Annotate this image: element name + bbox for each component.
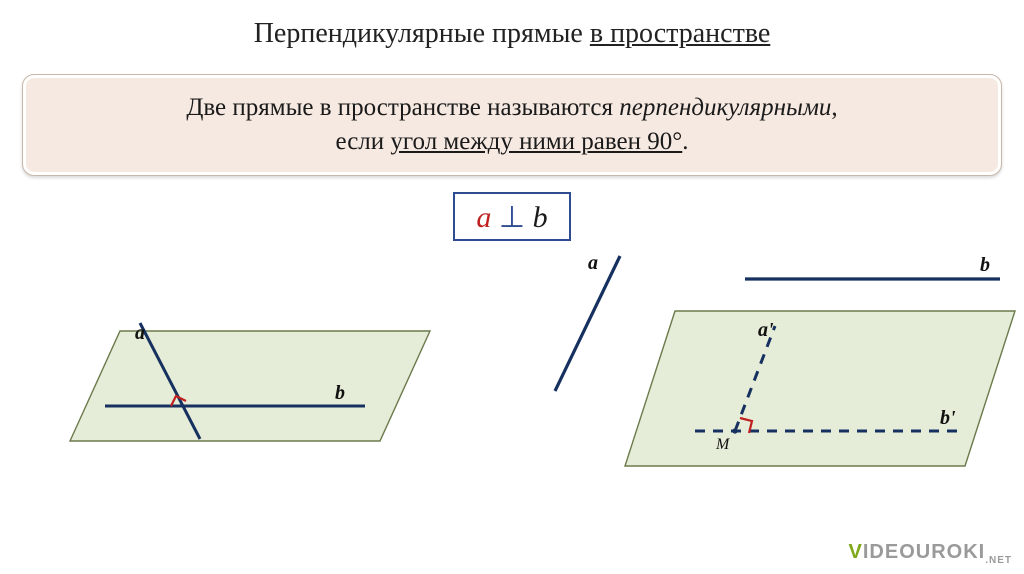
- watermark-rest: IDEOUROKI: [863, 541, 985, 563]
- def-l1-ital: перпендикулярными: [619, 94, 831, 121]
- middle-line-a-group: a: [555, 252, 620, 391]
- formula-a: a: [476, 201, 491, 234]
- watermark: VIDEOUROKI.NET: [849, 541, 1012, 566]
- formula-b: b: [533, 201, 548, 234]
- label-m: M: [715, 436, 731, 453]
- point-m: [732, 428, 737, 433]
- diagrams-area: a b a b a' b' M: [0, 241, 1024, 531]
- watermark-v: V: [849, 541, 863, 563]
- middle-line-a: [555, 256, 620, 391]
- label-a-prime: a': [758, 319, 774, 341]
- right-plane: [625, 311, 1015, 466]
- top-line-b-group: b: [745, 254, 1000, 279]
- def-l1c: ,: [831, 94, 837, 121]
- left-label-a: a: [135, 322, 145, 344]
- def-l1a: Две прямые в пространстве называются: [186, 94, 619, 121]
- left-plane: [70, 331, 430, 441]
- left-label-b: b: [335, 382, 345, 404]
- middle-label-a: a: [588, 252, 598, 274]
- def-l2c: .: [682, 128, 688, 155]
- diagrams-svg: a b a b a' b' M: [0, 241, 1024, 531]
- def-l2a: если: [335, 128, 390, 155]
- right-diagram: a' b' M: [625, 311, 1015, 466]
- title-part2: в пространстве: [590, 18, 770, 49]
- label-b-prime: b': [940, 407, 956, 429]
- watermark-net: .NET: [985, 555, 1012, 566]
- def-l2-u: угол между ними равен 90°: [390, 128, 682, 155]
- formula-box: a ⊥ b: [453, 192, 571, 241]
- title-part1: Перпендикулярные прямые: [254, 18, 590, 49]
- definition-text: Две прямые в пространстве называются пер…: [41, 91, 983, 159]
- left-diagram: a b: [70, 322, 430, 441]
- page-title: Перпендикулярные прямые в пространстве: [0, 0, 1024, 50]
- perpendicular-icon: ⊥: [499, 200, 525, 235]
- definition-box: Две прямые в пространстве называются пер…: [22, 74, 1002, 176]
- top-label-b: b: [980, 254, 990, 276]
